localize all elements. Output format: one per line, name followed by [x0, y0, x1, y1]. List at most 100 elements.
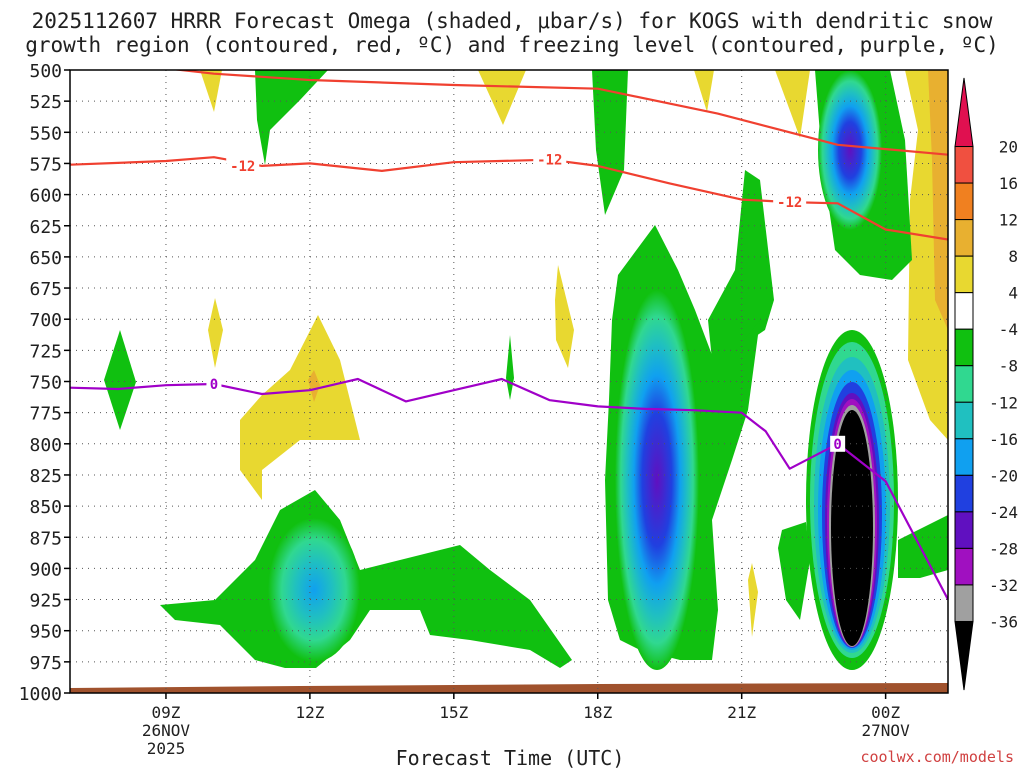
x-tick-label: 12Z [295, 703, 324, 722]
omega-patch-yellow [478, 70, 526, 125]
chart-title-line1: 2025112607 HRRR Forecast Omega (shaded, … [32, 9, 993, 33]
y-tick-label: 1000 [19, 684, 62, 705]
colorbar-swatch [954, 474, 974, 513]
x-tick-year: 2025 [147, 739, 186, 758]
colorbar-label: -24 [989, 503, 1018, 522]
y-tick-label: 600 [29, 186, 62, 207]
colorbar-label: -4 [999, 320, 1018, 339]
colorbar-label: -12 [989, 393, 1018, 412]
x-tick-label: 00Z [871, 703, 900, 722]
colorbar-swatch [954, 146, 974, 184]
colorbar-label: 4 [1008, 284, 1018, 303]
colorbar-swatch [954, 182, 974, 221]
y-tick-label: 950 [29, 622, 62, 643]
credit-label: coolwx.com/models [860, 748, 1014, 766]
omega-patch-yellow [208, 298, 223, 368]
contour-labels: -12 -12 -12 0 0 [206, 151, 846, 453]
y-tick-label: 925 [29, 591, 62, 612]
omega-patch-green [708, 170, 774, 360]
omega-patch-yellow [775, 70, 810, 138]
colorbar-swatch [954, 292, 974, 330]
omega-patch-green [160, 490, 572, 668]
omega-patch-green [898, 515, 948, 578]
x-tick-label: 09Z [152, 703, 181, 722]
colorbar-swatch [954, 511, 974, 549]
y-tick-label: 825 [29, 466, 62, 487]
y-tick-label: 875 [29, 528, 62, 549]
colorbar-swatch [954, 438, 974, 476]
contour-label: 0 [210, 377, 218, 393]
omega-shading [70, 70, 948, 693]
omega-patch-yellow [240, 315, 360, 500]
colorbar-top-triangle [954, 77, 974, 148]
contour-label: 0 [833, 437, 841, 453]
omega-core-12z [268, 518, 360, 662]
omega-patch-green [592, 70, 628, 215]
y-tick-label: 550 [29, 123, 62, 144]
colorbar-swatch [954, 547, 974, 586]
colorbar-label: -28 [989, 539, 1018, 558]
contour-label: -12 [230, 159, 255, 175]
x-tick-date: 27NOV [862, 721, 911, 740]
y-tick-label: 975 [29, 653, 62, 674]
colorbar-swatch [954, 328, 974, 367]
x-tick-date: 26NOV [142, 721, 191, 740]
contour-label: -12 [777, 195, 802, 211]
y-tick-label: 750 [29, 373, 62, 394]
colorbar-swatch [954, 219, 974, 257]
x-tick-label: 21Z [727, 703, 756, 722]
omega-core-19z-lower [615, 290, 699, 670]
chart-title-line2: growth region (contoured, red, ºC) and f… [25, 33, 999, 57]
contour-label-bg [206, 375, 222, 392]
colorbar-label: -16 [989, 430, 1018, 449]
y-tick-label: 850 [29, 497, 62, 518]
y-tick-label: 575 [29, 154, 62, 175]
contour-line-freezing-level [70, 377, 948, 601]
omega-patch-yellow [748, 563, 758, 637]
contour-label-bg [773, 194, 807, 211]
contour-line-dgz-0 [171, 70, 948, 156]
colorbar-swatch [954, 401, 974, 440]
colorbar-label: -36 [989, 612, 1018, 631]
colorbar-bottom-triangle [954, 620, 974, 691]
contour-label-bg [226, 157, 260, 174]
contour-label-bg [830, 435, 846, 452]
contour-label: -12 [537, 153, 562, 169]
colorbar-swatch [954, 584, 974, 622]
y-tick-label: 775 [29, 404, 62, 425]
omega-patch-yellow [200, 70, 222, 112]
omega-patch-green [255, 70, 328, 165]
colorbar-swatch [954, 365, 974, 403]
colorbar-label: 20 [999, 138, 1018, 157]
colorbar-label: -20 [989, 466, 1018, 485]
omega-patch-yellow [694, 70, 714, 112]
y-tick-label: 900 [29, 559, 62, 580]
y-axis: 500 525 550 575 600 625 650 675 700 725 750 775 800 8… [19, 61, 70, 705]
colorbar-label: 16 [999, 174, 1018, 193]
y-tick-label: 525 [29, 92, 62, 113]
omega-patch-orange [308, 370, 320, 402]
y-tick-label: 725 [29, 341, 62, 362]
y-tick-label: 500 [29, 61, 62, 82]
colorbar-label: -32 [989, 576, 1018, 595]
omega-core-23z-upper [818, 70, 882, 230]
colorbar-swatch [954, 255, 974, 294]
y-tick-label: 700 [29, 310, 62, 331]
omega-patch-green [104, 330, 136, 430]
y-tick-label: 625 [29, 217, 62, 238]
contour-label-bg [533, 151, 567, 168]
colorbar-label: 8 [1008, 247, 1018, 266]
omega-core-black [831, 410, 873, 646]
y-tick-label: 800 [29, 435, 62, 456]
y-tick-label: 675 [29, 279, 62, 300]
x-tick-label: 15Z [439, 703, 468, 722]
x-tick-label: 18Z [583, 703, 612, 722]
colorbar: 20 16 12 8 4 -4 -8 -12 -16 -20 -24 -28 -32 -36 [954, 77, 1018, 691]
colorbar-label: -8 [999, 357, 1018, 376]
y-tick-label: 650 [29, 248, 62, 269]
omega-patch-green [778, 522, 810, 620]
omega-patch-yellow [555, 265, 574, 368]
omega-patch-orange [928, 70, 948, 330]
